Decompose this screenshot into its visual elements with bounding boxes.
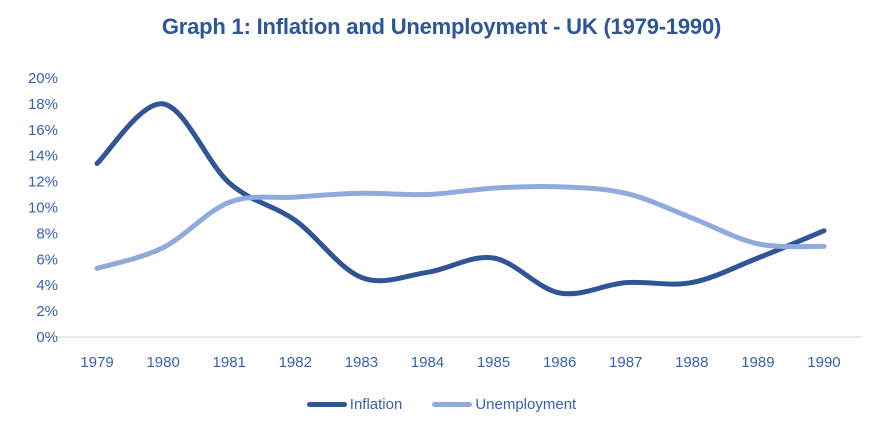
x-tick-label: 1985 bbox=[477, 354, 510, 371]
y-tick-label: 4% bbox=[36, 277, 58, 294]
y-tick-label: 10% bbox=[28, 200, 58, 217]
x-tick-label: 1990 bbox=[807, 354, 840, 371]
x-tick-label: 1980 bbox=[146, 354, 179, 371]
x-tick-label: 1988 bbox=[675, 354, 708, 371]
x-tick-label: 1987 bbox=[609, 354, 642, 371]
x-tick-label: 1989 bbox=[741, 354, 774, 371]
legend-label-inflation: Inflation bbox=[349, 396, 403, 413]
x-tick-label: 1984 bbox=[411, 354, 444, 371]
legend-item-inflation: Inflation bbox=[306, 396, 403, 413]
x-tick-label: 1982 bbox=[279, 354, 312, 371]
chart-title: Graph 1: Inflation and Unemployment - UK… bbox=[161, 14, 722, 39]
y-tick-label: 16% bbox=[28, 122, 58, 139]
unemployment-line-swatch-icon bbox=[432, 402, 473, 407]
y-tick-label: 2% bbox=[36, 303, 58, 320]
inflation-line-swatch-icon bbox=[306, 402, 347, 407]
chart-legend: Inflation Unemployment bbox=[0, 396, 883, 413]
y-tick-label: 12% bbox=[28, 174, 58, 191]
y-tick-label: 0% bbox=[36, 329, 58, 346]
series-line-unemployment bbox=[94, 183, 827, 271]
x-tick-label: 1983 bbox=[345, 354, 378, 371]
x-tick-label: 1981 bbox=[213, 354, 246, 371]
y-tick-label: 20% bbox=[28, 70, 58, 87]
x-tick-label: 1979 bbox=[80, 354, 113, 371]
y-tick-label: 14% bbox=[28, 148, 58, 165]
legend-label-unemployment: Unemployment bbox=[475, 396, 577, 413]
legend-item-unemployment: Unemployment bbox=[432, 396, 576, 413]
y-tick-label: 8% bbox=[36, 225, 58, 242]
x-tick-label: 1986 bbox=[543, 354, 576, 371]
series-line-inflation bbox=[94, 101, 827, 297]
y-tick-label: 6% bbox=[36, 251, 58, 268]
plot-svg: 0% 2% 4% 6% 8% 10% 12% 14% 16% 18% 20% 1979 1980 1981… bbox=[28, 70, 861, 371]
y-tick-label: 18% bbox=[28, 96, 58, 113]
